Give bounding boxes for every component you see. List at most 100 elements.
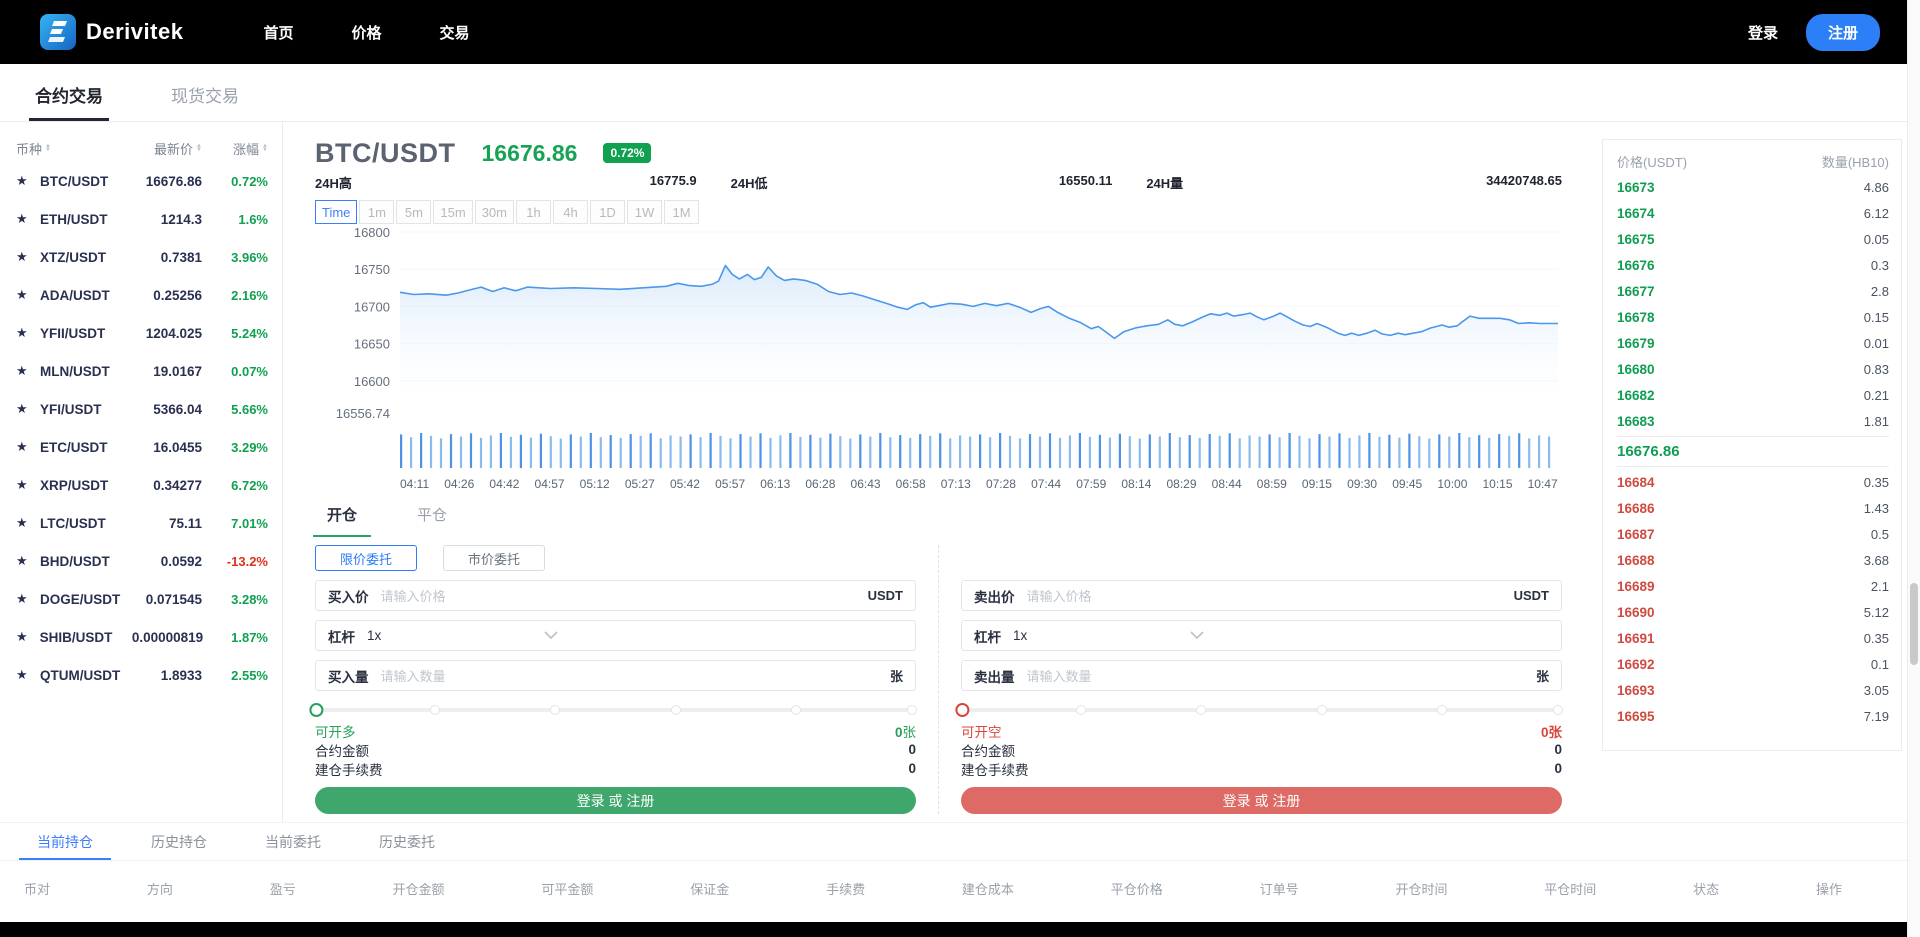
orderbook-row[interactable]: 16683 1.81 (1617, 408, 1889, 434)
buy-amount-input[interactable]: 买入量 请输入数量 张 (315, 660, 916, 691)
market-order-button[interactable]: 市价委托 (443, 545, 545, 571)
watchlist-row[interactable]: ★ ETC/USDT 16.0455 3.29% (16, 428, 282, 466)
watchlist-row[interactable]: ★ YFII/USDT 1204.025 5.24% (16, 314, 282, 352)
page-scrollbar[interactable] (1907, 0, 1920, 937)
orderbook-row[interactable]: 16690 5.12 (1617, 599, 1889, 625)
sell-price-input[interactable]: 卖出价 请输入价格 USDT (961, 580, 1562, 611)
watchlist-sort-change[interactable]: 涨幅 ▲ ▼ (233, 141, 268, 157)
orderbook-row[interactable]: 16676 0.3 (1617, 252, 1889, 278)
watchlist-row[interactable]: ★ BTC/USDT 16676.86 0.72% (16, 162, 282, 200)
favorite-star-icon[interactable]: ★ (16, 515, 28, 530)
tab-spot-trading[interactable]: 现货交易 (171, 87, 239, 106)
favorite-star-icon[interactable]: ★ (16, 401, 28, 416)
orderbook-row[interactable]: 16674 6.12 (1617, 200, 1889, 226)
timeframe-1W[interactable]: 1W (627, 200, 662, 224)
timeframe-Time[interactable]: Time (315, 200, 358, 224)
favorite-star-icon[interactable]: ★ (16, 439, 28, 454)
timeframe-30m[interactable]: 30m (474, 200, 514, 224)
positions-tab-历史委托[interactable]: 历史委托 (379, 833, 435, 850)
positions-tab-当前持仓[interactable]: 当前持仓 (19, 823, 111, 860)
nav-link-首页[interactable]: 首页 (263, 24, 294, 42)
timeframe-1M[interactable]: 1M (664, 200, 699, 224)
slider-stop[interactable] (1436, 705, 1447, 715)
slider-stop[interactable] (790, 705, 801, 715)
orderbook-row[interactable]: 16692 0.1 (1617, 651, 1889, 677)
limit-order-button[interactable]: 限价委托 (315, 545, 417, 571)
watchlist-row[interactable]: ★ XRP/USDT 0.34277 6.72% (16, 466, 282, 504)
orderbook-row[interactable]: 16673 4.86 (1617, 174, 1889, 200)
favorite-star-icon[interactable]: ★ (16, 667, 28, 682)
tab-close-position[interactable]: 平仓 (417, 507, 448, 524)
buy-leverage-select[interactable]: 杠杆 1x (315, 620, 916, 651)
orderbook-row[interactable]: 16684 0.35 (1617, 469, 1889, 495)
sort-icon[interactable]: ▲ ▼ (196, 143, 202, 153)
slider-stop[interactable] (1076, 705, 1087, 715)
favorite-star-icon[interactable]: ★ (16, 249, 28, 264)
watchlist-row[interactable]: ★ YFI/USDT 5366.04 5.66% (16, 390, 282, 428)
scrollbar-thumb[interactable] (1910, 583, 1918, 665)
favorite-star-icon[interactable]: ★ (16, 477, 28, 492)
favorite-star-icon[interactable]: ★ (16, 173, 28, 188)
login-link[interactable]: 登录 (1747, 24, 1778, 42)
tab-contract-trading[interactable]: 合约交易 (29, 82, 109, 121)
slider-stop[interactable] (907, 705, 917, 715)
slider-handle[interactable] (309, 703, 324, 717)
slider-stop[interactable] (430, 705, 441, 715)
tab-open-position[interactable]: 开仓 (312, 504, 372, 537)
watchlist-row[interactable]: ★ QTUM/USDT 1.8933 2.55% (16, 656, 282, 694)
orderbook-row[interactable]: 16677 2.8 (1617, 278, 1889, 304)
watchlist-sort-price[interactable]: 最新价 ▲ ▼ (154, 141, 202, 157)
timeframe-5m[interactable]: 5m (396, 200, 432, 224)
favorite-star-icon[interactable]: ★ (16, 363, 28, 378)
timeframe-1m[interactable]: 1m (359, 200, 395, 224)
slider-handle[interactable] (955, 703, 970, 717)
favorite-star-icon[interactable]: ★ (16, 287, 28, 302)
timeframe-4h[interactable]: 4h (553, 200, 588, 224)
positions-tab-历史持仓[interactable]: 历史持仓 (151, 833, 207, 850)
nav-link-价格[interactable]: 价格 (351, 24, 382, 42)
orderbook-row[interactable]: 16689 2.1 (1617, 573, 1889, 599)
sell-login-register-button[interactable]: 登录 或 注册 (961, 787, 1562, 814)
timeframe-1h[interactable]: 1h (516, 200, 551, 224)
watchlist-row[interactable]: ★ XTZ/USDT 0.7381 3.96% (16, 238, 282, 276)
orderbook-row[interactable]: 16679 0.01 (1617, 330, 1889, 356)
watchlist-row[interactable]: ★ ADA/USDT 0.25256 2.16% (16, 276, 282, 314)
watchlist-row[interactable]: ★ BHD/USDT 0.0592 -13.2% (16, 542, 282, 580)
watchlist-row[interactable]: ★ SHIB/USDT 0.00000819 1.87% (16, 618, 282, 656)
orderbook-row[interactable]: 16675 0.05 (1617, 226, 1889, 252)
timeframe-15m[interactable]: 15m (433, 200, 473, 224)
orderbook-row[interactable]: 16693 3.05 (1617, 677, 1889, 703)
buy-price-input[interactable]: 买入价 请输入价格 USDT (315, 580, 916, 611)
sell-amount-input[interactable]: 卖出量 请输入数量 张 (961, 660, 1562, 691)
favorite-star-icon[interactable]: ★ (16, 629, 28, 644)
watchlist-row[interactable]: ★ ETH/USDT 1214.3 1.6% (16, 200, 282, 238)
watchlist-row[interactable]: ★ LTC/USDT 75.11 7.01% (16, 504, 282, 542)
orderbook-row[interactable]: 16680 0.83 (1617, 356, 1889, 382)
nav-link-交易[interactable]: 交易 (439, 24, 470, 42)
sell-leverage-select[interactable]: 杠杆 1x (961, 620, 1562, 651)
buy-amount-slider[interactable] (309, 703, 917, 717)
orderbook-row[interactable]: 16691 0.35 (1617, 625, 1889, 651)
timeframe-1D[interactable]: 1D (590, 200, 625, 224)
favorite-star-icon[interactable]: ★ (16, 325, 28, 340)
orderbook-row[interactable]: 16686 1.43 (1617, 495, 1889, 521)
sell-amount-slider[interactable] (955, 703, 1563, 717)
orderbook-row[interactable]: 16688 3.68 (1617, 547, 1889, 573)
favorite-star-icon[interactable]: ★ (16, 211, 28, 226)
slider-stop[interactable] (550, 705, 561, 715)
watchlist-sort-pair[interactable]: 币种 ▲ ▼ (16, 141, 51, 157)
sort-icon[interactable]: ▲ ▼ (45, 143, 51, 153)
sort-icon[interactable]: ▲ ▼ (262, 143, 268, 153)
buy-login-register-button[interactable]: 登录 或 注册 (315, 787, 916, 814)
positions-tab-当前委托[interactable]: 当前委托 (265, 833, 321, 850)
brand-logo[interactable]: Derivitek (40, 14, 183, 50)
slider-stop[interactable] (670, 705, 681, 715)
register-button[interactable]: 注册 (1805, 13, 1880, 51)
slider-stop[interactable] (1196, 705, 1207, 715)
watchlist-row[interactable]: ★ MLN/USDT 19.0167 0.07% (16, 352, 282, 390)
favorite-star-icon[interactable]: ★ (16, 553, 28, 568)
orderbook-row[interactable]: 16687 0.5 (1617, 521, 1889, 547)
slider-stop[interactable] (1316, 705, 1327, 715)
watchlist-row[interactable]: ★ DOGE/USDT 0.071545 3.28% (16, 580, 282, 618)
orderbook-row[interactable]: 16695 7.19 (1617, 703, 1889, 729)
